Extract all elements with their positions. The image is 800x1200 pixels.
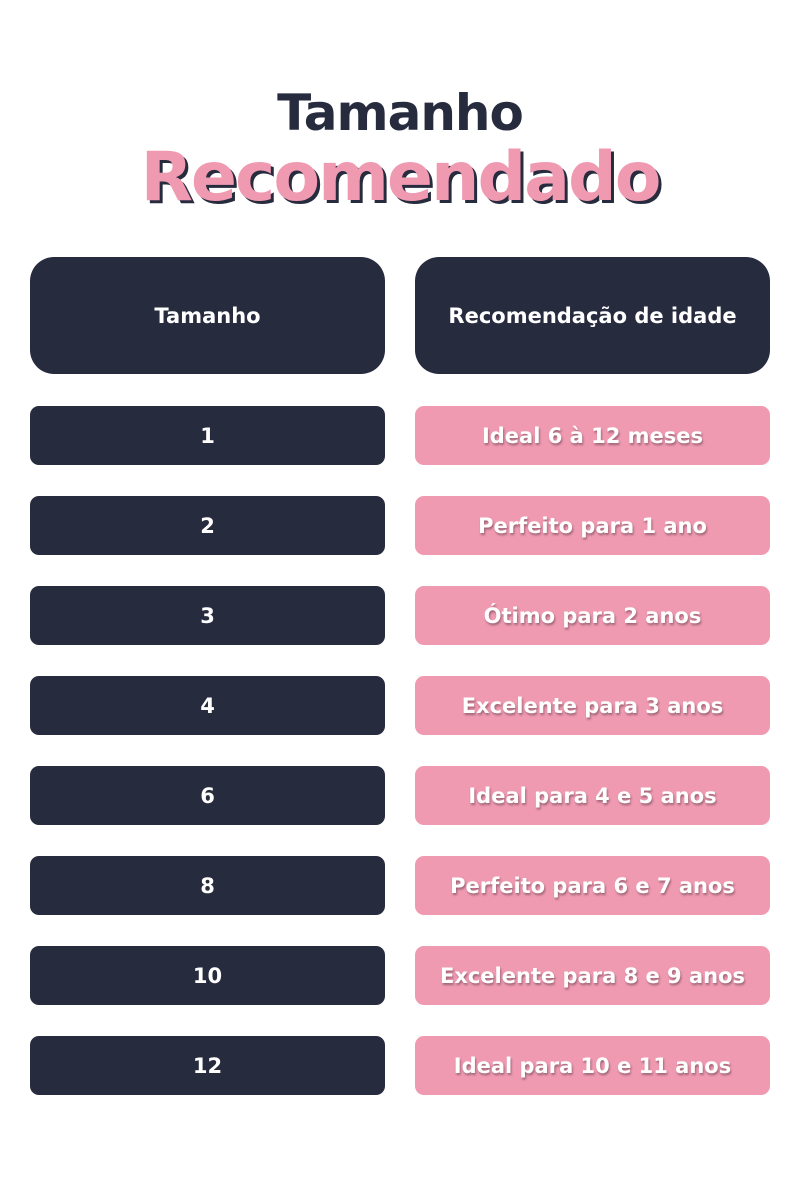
size-cell: 3 [30,586,385,645]
age-cell: Ideal para 4 e 5 anos [415,766,770,825]
size-cell: 4 [30,676,385,735]
title-line-1: Tamanho [277,84,524,142]
header-size: Tamanho [30,257,385,374]
age-cell: Perfeito para 1 ano [415,496,770,555]
size-cell: 8 [30,856,385,915]
age-cell: Perfeito para 6 e 7 anos [415,856,770,915]
age-cell: Ideal para 10 e 11 anos [415,1036,770,1095]
age-cell: Excelente para 3 anos [415,676,770,735]
header-age: Recomendação de idade [415,257,770,374]
size-cell: 10 [30,946,385,1005]
size-cell: 12 [30,1036,385,1095]
title-line-2: Recomendado [140,138,662,217]
size-cell: 1 [30,406,385,465]
size-cell: 2 [30,496,385,555]
age-cell: Excelente para 8 e 9 anos [415,946,770,1005]
age-cell: Ideal 6 à 12 meses [415,406,770,465]
age-cell: Ótimo para 2 anos [415,586,770,645]
size-cell: 6 [30,766,385,825]
